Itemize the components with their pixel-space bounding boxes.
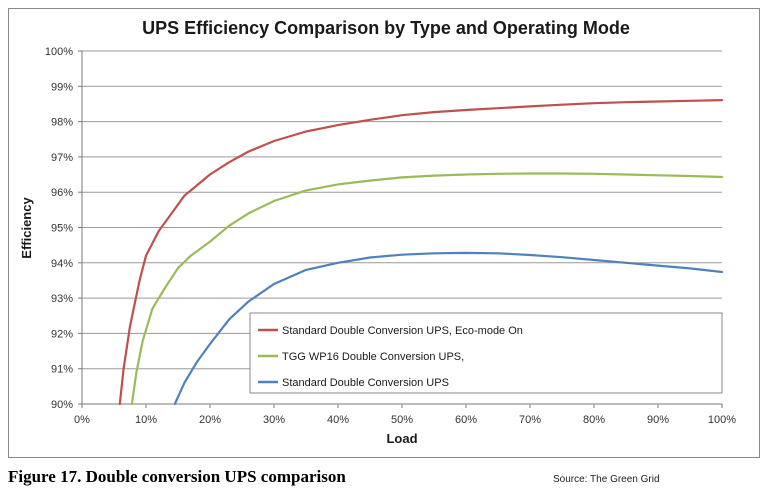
x-tick-label: 10% (135, 414, 157, 426)
x-tick-label: 90% (647, 414, 669, 426)
x-tick-label: 60% (455, 414, 477, 426)
x-axis-label: Load (386, 431, 417, 446)
series-line-1 (118, 98, 724, 406)
x-tick-label: 40% (327, 414, 349, 426)
x-tick-label: 20% (199, 414, 221, 426)
legend-label: TGG WP16 Double Conversion UPS, (282, 351, 464, 363)
series-lines (118, 98, 724, 406)
x-tick-label: 0% (74, 414, 90, 426)
legend-label: Standard Double Conversion UPS (282, 377, 449, 389)
y-tick-label: 90% (51, 399, 73, 411)
x-tick-label: 30% (263, 414, 285, 426)
y-tick-label: 98% (51, 117, 73, 129)
x-axis-ticks: 0% 10% 20% 30% 40% 50% 60% 70% 80% 90% 100% (74, 404, 736, 426)
gridlines (81, 50, 722, 405)
y-tick-label: 100% (45, 46, 73, 58)
y-axis-ticks: 90% 91% 92% 93% 94% 95% 96% 97% 98% 99% 100% (45, 46, 82, 411)
x-tick-label: 100% (708, 414, 736, 426)
y-tick-label: 96% (51, 187, 73, 199)
y-tick-label: 92% (51, 328, 73, 340)
x-tick-label: 50% (391, 414, 413, 426)
source-note: Source: The Green Grid (553, 474, 660, 485)
legend-label: Standard Double Conversion UPS, Eco-mode… (282, 325, 523, 337)
y-tick-label: 91% (51, 364, 73, 376)
legend: Standard Double Conversion UPS, Eco-mode… (249, 312, 723, 394)
y-axis-label: Efficiency (19, 197, 34, 259)
y-tick-label: 97% (51, 152, 73, 164)
series-line-3 (173, 251, 724, 406)
y-tick-label: 95% (51, 223, 73, 235)
x-tick-label: 80% (583, 414, 605, 426)
chart-title: UPS Efficiency Comparison by Type and Op… (142, 18, 630, 38)
figure-caption: Figure 17. Double conversion UPS compari… (8, 467, 346, 486)
y-tick-label: 99% (51, 81, 73, 93)
legend-box (249, 312, 723, 394)
x-tick-label: 70% (519, 414, 541, 426)
y-tick-label: 94% (51, 258, 73, 270)
y-tick-label: 93% (51, 293, 73, 305)
series-line-2 (130, 172, 724, 406)
